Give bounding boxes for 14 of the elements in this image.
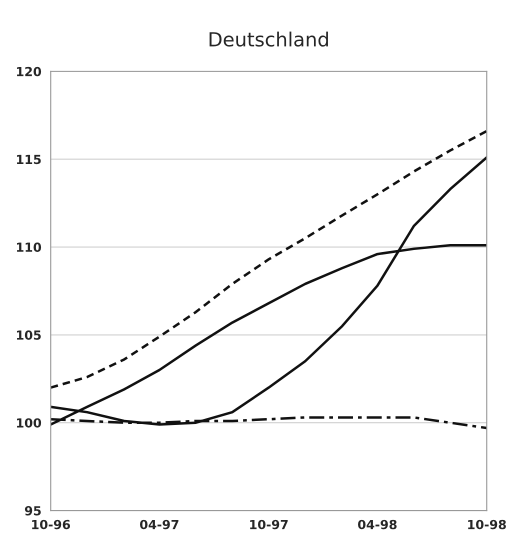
x-tick-label: 10-97 (250, 520, 288, 530)
x-tick-label: 10-98 (468, 520, 506, 530)
x-tick-label: 04-97 (140, 520, 178, 530)
y-tick-label: 115 (16, 154, 41, 164)
x-tick-label: 04-98 (358, 520, 397, 530)
y-tick-label: 95 (24, 506, 41, 516)
x-tick-label: 10-96 (32, 520, 70, 530)
y-tick-label: 105 (16, 330, 41, 340)
y-tick-label: 100 (16, 418, 42, 428)
y-tick-label: 120 (16, 66, 42, 76)
chart-title: Deutschland (210, 32, 328, 47)
y-tick-label: 110 (16, 242, 42, 252)
line-series (50, 130, 487, 389)
line-series (50, 156, 487, 426)
